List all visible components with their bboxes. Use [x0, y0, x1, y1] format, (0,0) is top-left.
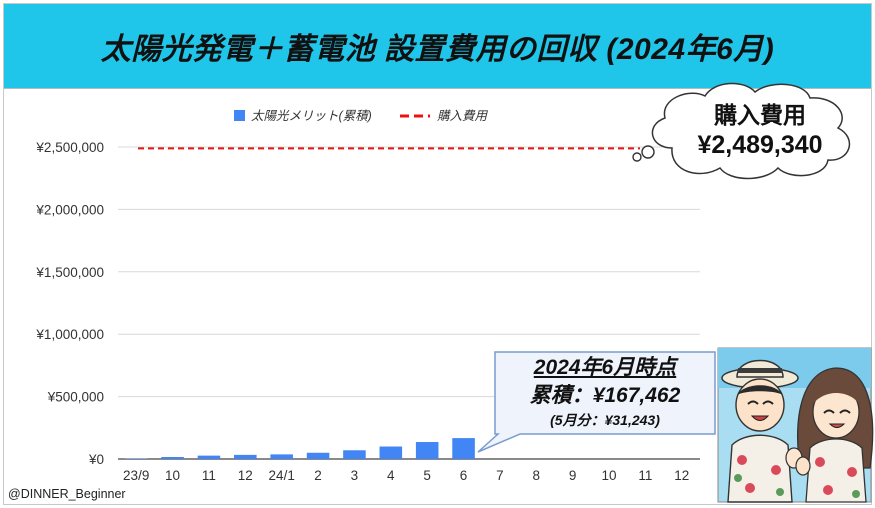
author-credit: @DINNER_Beginner [8, 487, 126, 501]
bar [379, 446, 403, 459]
x-tick-label: 10 [602, 468, 617, 483]
title-bar: 太陽光発電＋蓄電池 設置費用の回収 (2024年6月) [4, 4, 871, 89]
y-tick-label: ¥500,000 [47, 390, 104, 405]
y-tick-label: ¥0 [88, 452, 104, 467]
bar [452, 438, 475, 459]
x-tick-label: 23/9 [123, 468, 149, 483]
x-tick-label: 24/1 [269, 468, 295, 483]
y-tick-label: ¥1,000,000 [35, 327, 104, 342]
bar [270, 454, 293, 459]
bar [343, 450, 366, 459]
cloud-line-2: ¥2,489,340 [697, 131, 823, 159]
bar [234, 454, 257, 459]
x-axis-ticks: 23/9 10 11 12 24/1 2 3 4 5 6 7 8 9 10 11 12 [123, 468, 689, 483]
callout-line-1: 2024年6月時点 [533, 356, 677, 379]
callout-line-3: (5月分：¥31,243) [550, 412, 660, 428]
x-tick-label: 7 [496, 468, 504, 483]
characters-illustration [717, 347, 874, 503]
y-tick-label: ¥2,500,000 [35, 140, 104, 155]
callout-text: 2024年6月時点 累積：¥167,462 (5月分：¥31,243) [499, 354, 711, 430]
x-tick-label: 9 [569, 468, 577, 483]
bar [306, 452, 330, 459]
x-tick-label: 11 [638, 468, 652, 483]
bar [415, 442, 439, 459]
bar [197, 455, 221, 459]
bars [124, 438, 475, 459]
cost-cloud [632, 82, 851, 180]
x-tick-label: 10 [165, 468, 180, 483]
x-tick-label: 8 [533, 468, 541, 483]
y-tick-label: ¥2,000,000 [35, 202, 104, 217]
callout-line-2: 累積：¥167,462 [529, 384, 681, 407]
callout-box [477, 351, 716, 453]
x-tick-label: 11 [202, 468, 216, 483]
x-tick-label: 5 [423, 468, 431, 483]
x-tick-label: 6 [460, 468, 468, 483]
chart-title: 太陽光発電＋蓄電池 設置費用の回収 (2024年6月) [100, 33, 775, 66]
x-tick-label: 2 [314, 468, 322, 483]
legend-label-line: 購入費用 [437, 109, 489, 123]
y-axis-ticks: ¥0 ¥500,000 ¥1,000,000 ¥1,500,000 ¥2,000,000… [35, 140, 104, 467]
x-tick-label: 3 [351, 468, 359, 483]
legend-swatch-bar [234, 110, 245, 121]
legend: 太陽光メリット(累積) 購入費用 [234, 109, 489, 123]
x-tick-label: 12 [674, 468, 689, 483]
x-tick-label: 12 [238, 468, 253, 483]
cloud-line-1: 購入費用 [714, 102, 806, 128]
legend-label-bar: 太陽光メリット(累積) [251, 109, 372, 123]
bar [161, 457, 184, 459]
x-tick-label: 4 [387, 468, 395, 483]
cloud-text: 購入費用 ¥2,489,340 [660, 100, 860, 160]
y-tick-label: ¥1,500,000 [35, 265, 104, 280]
